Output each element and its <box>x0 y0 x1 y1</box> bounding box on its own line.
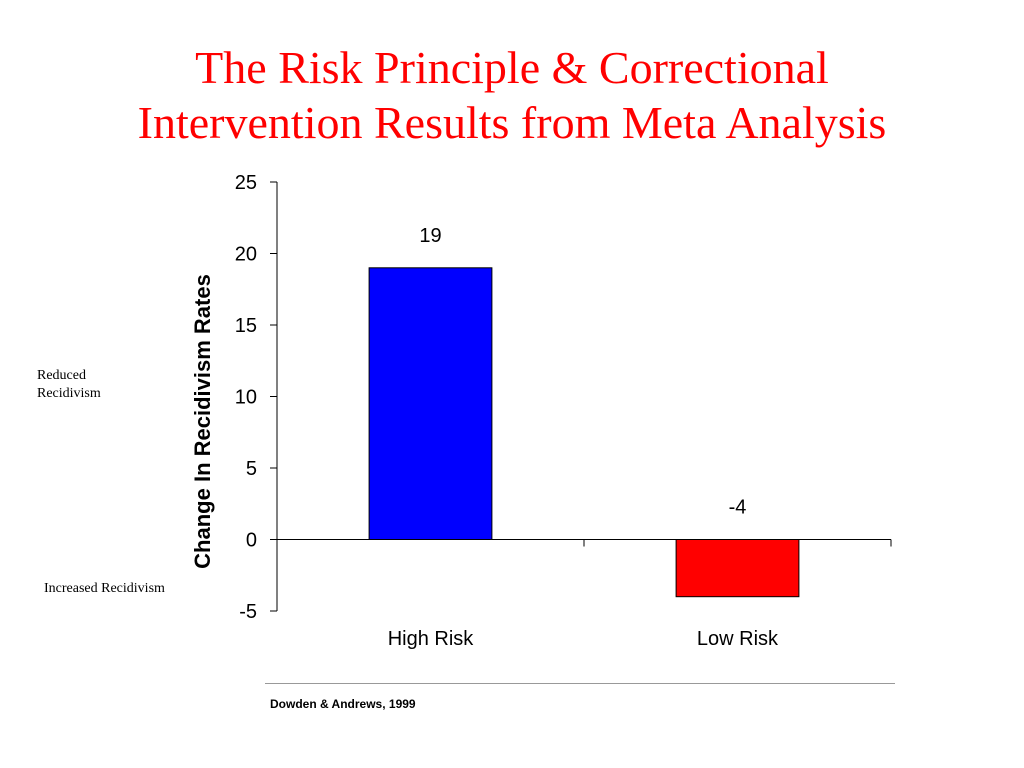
y-tick-label: 0 <box>246 530 257 552</box>
source-citation: Dowden & Andrews, 1999 <box>270 697 416 711</box>
x-category-label: High Risk <box>388 628 475 650</box>
data-label: 19 <box>419 225 441 247</box>
increased-recidivism-note: Increased Recidivism <box>44 581 165 596</box>
y-tick-label: 15 <box>235 315 257 337</box>
reduced-note-line-1: Reduced <box>37 368 86 383</box>
bar-low-risk <box>675 539 800 598</box>
data-label: -4 <box>729 497 747 519</box>
bar-high-risk <box>368 267 493 540</box>
reduced-note-line-2: Recidivism <box>37 386 101 401</box>
y-tick-label: 25 <box>235 172 257 194</box>
x-category-label: Low Risk <box>697 628 779 650</box>
title-line-2: Intervention Results from Meta Analysis <box>137 97 887 148</box>
source-divider <box>265 683 895 684</box>
y-tick-label: 10 <box>235 387 257 409</box>
title-line-1: The Risk Principle & Correctional <box>195 42 829 93</box>
y-axis-title: Change In Recidivism Rates <box>190 274 215 569</box>
y-tick-label: 20 <box>235 244 257 266</box>
y-tick-label: 5 <box>246 458 257 480</box>
y-tick-label: -5 <box>239 601 257 623</box>
reduced-recidivism-note: Reduced Recidivism <box>37 367 127 403</box>
slide-title: The Risk Principle & Correctional Interv… <box>0 40 1024 150</box>
